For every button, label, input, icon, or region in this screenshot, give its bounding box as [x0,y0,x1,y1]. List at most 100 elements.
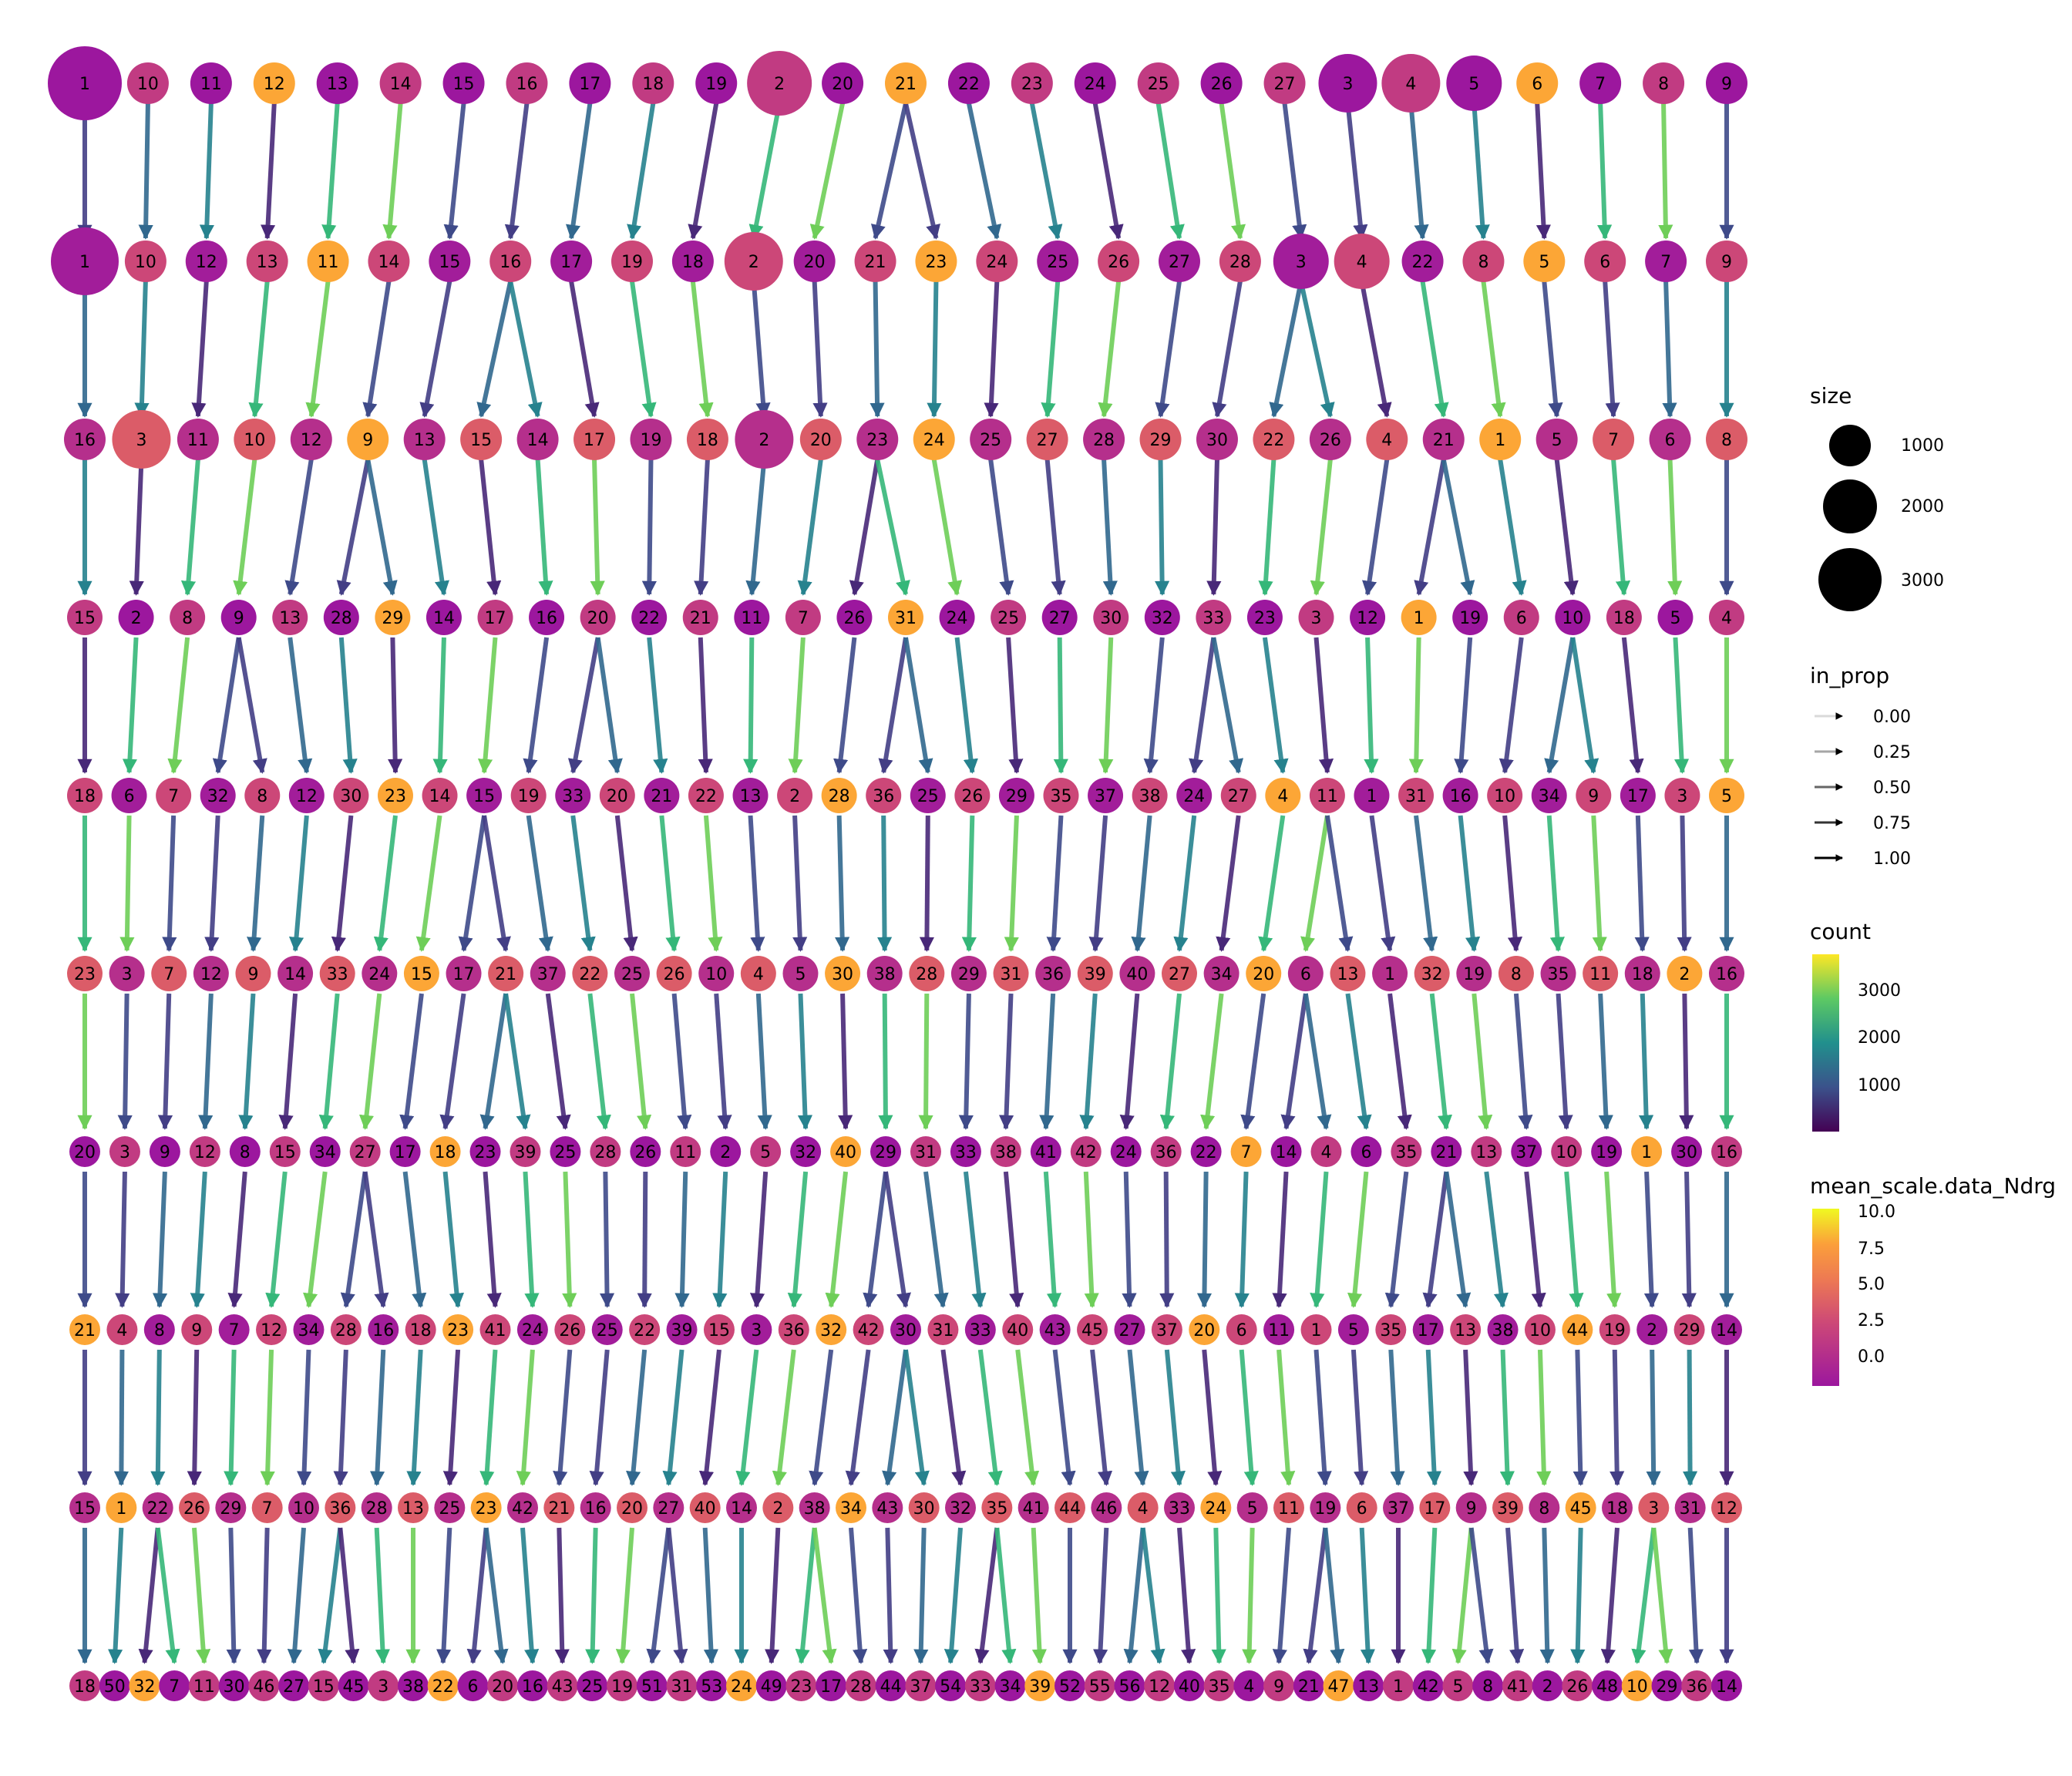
tree-edge [1079,993,1098,1130]
tree-edge [1646,1349,1661,1486]
tree-edge [702,1527,719,1664]
tree-edge [333,1349,348,1486]
cluster-node: 26 [1200,62,1243,104]
cluster-node-label: 7 [169,1677,180,1697]
cluster-node-label: 27 [1049,609,1071,628]
tree-edge [436,1527,452,1664]
cluster-node-label: 17 [820,1677,842,1697]
tree-edge [1196,1171,1213,1308]
tree-edge [1388,993,1412,1130]
cluster-node: 20 [69,1136,100,1167]
cluster-node-label: 4 [1277,787,1288,806]
cluster-node: 8 [1498,956,1534,991]
cluster-node-circle [1657,600,1694,635]
cluster-node: 29 [1651,1670,1683,1701]
cluster-node: 29 [870,1136,902,1167]
cluster-node-circle [251,1492,283,1523]
tree-edge [1345,103,1368,240]
cluster-node-label: 27 [1274,75,1296,94]
cluster-node: 20 [580,600,616,635]
tree-edge [1422,1171,1449,1308]
tree-edge [1164,1349,1186,1486]
legend-size-label-2000: 2000 [1901,497,1944,516]
cluster-node-circle [1532,1670,1563,1701]
tree-edge [1314,1349,1332,1486]
cluster-node: 38 [1487,1314,1519,1345]
cluster-node-circle [479,1314,511,1345]
cluster-node-label: 49 [761,1677,782,1697]
cluster-node: 20 [822,62,864,104]
cluster-node-circle [362,956,398,991]
cluster-node-circle [703,1314,735,1345]
cluster-node-circle [278,1670,310,1701]
tree-edge [1463,1349,1478,1486]
cluster-node: 36 [1681,1670,1713,1701]
tree-edge [812,1527,837,1664]
cluster-node-label: 37 [1515,1143,1537,1162]
tree-edge [958,993,974,1130]
cluster-node: 10 [288,1492,319,1523]
cluster-node: 26 [1098,240,1140,282]
cluster-node: 16 [506,62,548,104]
tree-edge [630,281,657,418]
cluster-node-label: 27 [1169,965,1190,984]
cluster-node-label: 40 [835,1143,856,1162]
cluster-node-label: 19 [621,253,643,272]
cluster-node-label: 53 [701,1677,722,1697]
cluster-node: 42 [507,1492,538,1523]
cluster-node: 39 [1077,956,1113,991]
cluster-node-label: 34 [1539,787,1560,806]
cluster-node: 13 [246,240,288,282]
cluster-node-label: 31 [1405,787,1427,806]
cluster-node: 33 [1164,1492,1195,1523]
cluster-node: 31 [1398,778,1435,813]
cluster-node-label: 4 [1405,75,1416,94]
cluster-node-label: 16 [536,609,557,628]
cluster-node-circle [1711,1136,1742,1167]
cluster-node-circle [218,1670,250,1701]
cluster-node: 16 [516,1670,548,1701]
cluster-node-label: 20 [810,431,832,450]
cluster-node: 16 [580,1492,611,1523]
cluster-node: 19 [1599,1314,1630,1345]
cluster-node: 10 [1524,1314,1556,1345]
cluster-node-label: 20 [804,253,826,272]
cluster-node-circle [821,778,857,813]
tree-edge [287,1527,306,1664]
cluster-node-circle [1462,240,1505,282]
tree-edge [849,459,880,596]
cluster-node-circle [177,419,219,460]
cluster-node-circle [550,1136,581,1167]
tree-edge [1177,1527,1196,1664]
cluster-node: 15 [403,956,439,991]
cluster-node-label: 42 [858,1321,880,1340]
cluster-node: 18 [1624,956,1660,991]
cluster-node-circle [1602,1492,1633,1523]
tree-edge [1242,1527,1257,1664]
cluster-node: 29 [1673,1314,1705,1345]
cluster-node-circle [1711,1314,1742,1345]
cluster-node: 7 [1579,62,1622,104]
tree-edge [1039,993,1056,1130]
cluster-node: 11 [190,62,232,104]
legend-mean-title: mean_scale.data_Ndrg [1810,1173,2056,1199]
cluster-node-circle [151,956,187,991]
tree-edge [875,459,910,596]
tree-edge [483,1527,509,1664]
cluster-node-circle [1536,419,1578,460]
tree-edge [1468,1527,1494,1664]
cluster-node: 43 [872,1492,903,1523]
cluster-node-circle [510,1136,541,1167]
cluster-node-circle [993,956,1029,991]
cluster-node-circle [193,956,229,991]
cluster-node: 23 [470,1492,502,1523]
cluster-node: 46 [1091,1492,1122,1523]
cluster-node-label: 22 [638,609,660,628]
cluster-node: 25 [1137,62,1179,104]
cluster-node: 25 [577,1670,608,1701]
cluster-node-label: 13 [402,1499,424,1519]
cluster-node-label: 36 [873,787,894,806]
tree-edge [748,103,782,240]
cluster-node: 3 [1298,600,1334,635]
cluster-node: 7 [1230,1136,1262,1167]
